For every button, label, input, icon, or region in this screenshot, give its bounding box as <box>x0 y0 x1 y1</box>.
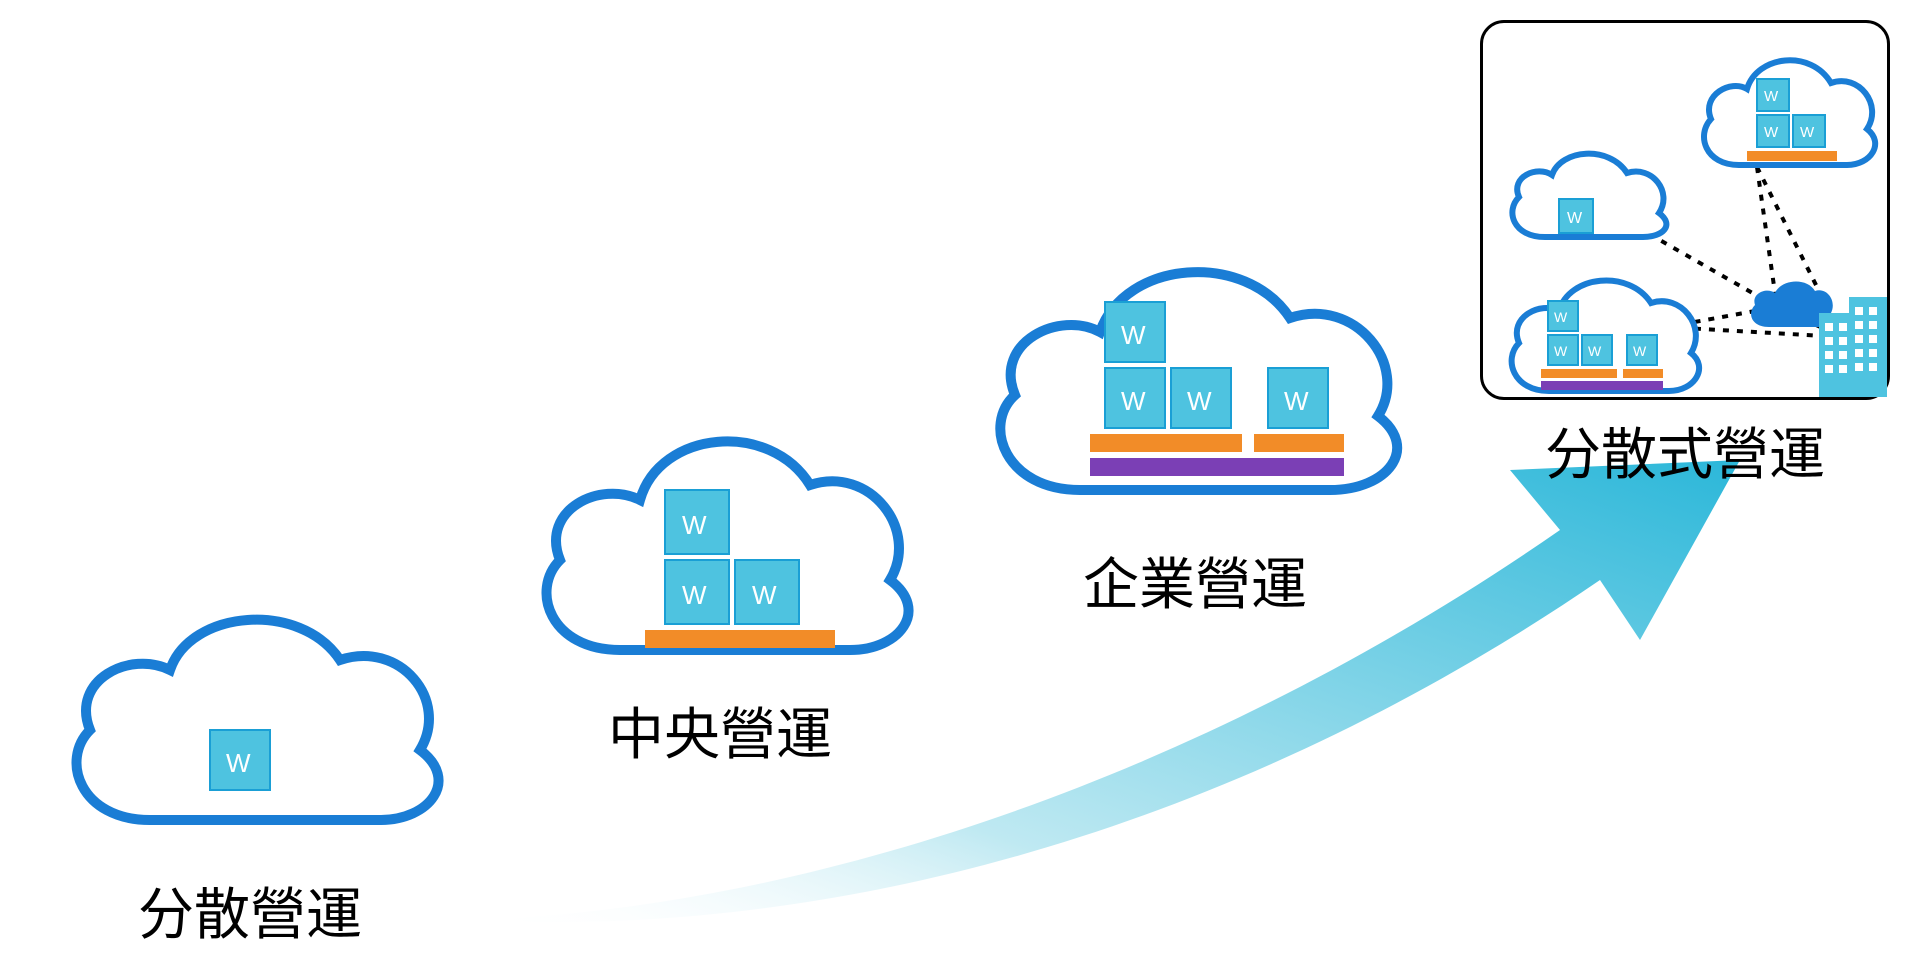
svg-text:W: W <box>1588 343 1602 359</box>
stage-distributed: W W W W W W W W <box>1480 20 1890 491</box>
platform-bar <box>1090 434 1242 452</box>
stage-enterprise: W W W W 企業營運 <box>960 230 1430 621</box>
stage-label: 企業營運 <box>960 540 1430 621</box>
svg-text:W: W <box>1121 386 1146 416</box>
workload-box: W <box>1171 368 1231 428</box>
stage-label: 分散式營運 <box>1480 410 1890 491</box>
stage-centralized: W W W 中央營運 <box>510 400 930 771</box>
mini-cloud: W W W <box>1704 60 1875 165</box>
cloud-icon: W W W W <box>960 230 1430 530</box>
svg-text:W: W <box>1567 210 1583 227</box>
svg-text:W: W <box>752 580 777 610</box>
stage-label: 分散營運 <box>40 870 460 951</box>
platform-bar <box>1254 434 1344 452</box>
svg-text:W: W <box>1764 124 1779 141</box>
workload-box: W <box>665 560 729 624</box>
stage-decentralized: W 分散營運 <box>40 580 460 951</box>
platform-bar <box>645 630 835 648</box>
mini-cloud: W <box>1512 154 1666 237</box>
svg-text:W: W <box>682 580 707 610</box>
svg-text:W: W <box>1800 124 1815 141</box>
svg-text:W: W <box>1284 386 1309 416</box>
mini-cloud: W W W W <box>1512 280 1699 391</box>
workload-box: W <box>210 730 270 790</box>
stage-label: 中央營運 <box>510 690 930 771</box>
workload-box: W <box>665 490 729 554</box>
infra-bar <box>1090 458 1344 476</box>
svg-text:W: W <box>1187 386 1212 416</box>
workload-box: W <box>1268 368 1328 428</box>
svg-text:W: W <box>226 748 251 778</box>
svg-text:W: W <box>1554 343 1568 359</box>
stage-frame: W W W W W W W W <box>1480 20 1890 400</box>
svg-text:W: W <box>1764 88 1779 105</box>
svg-text:W: W <box>1633 343 1647 359</box>
workload-box: W <box>735 560 799 624</box>
cloud-icon: W W W <box>510 400 930 680</box>
workload-box: W <box>1105 302 1165 362</box>
svg-text:W: W <box>1121 320 1146 350</box>
svg-text:W: W <box>1554 309 1568 325</box>
cloud-icon: W <box>40 580 460 860</box>
workload-box: W <box>1105 368 1165 428</box>
svg-text:W: W <box>682 510 707 540</box>
